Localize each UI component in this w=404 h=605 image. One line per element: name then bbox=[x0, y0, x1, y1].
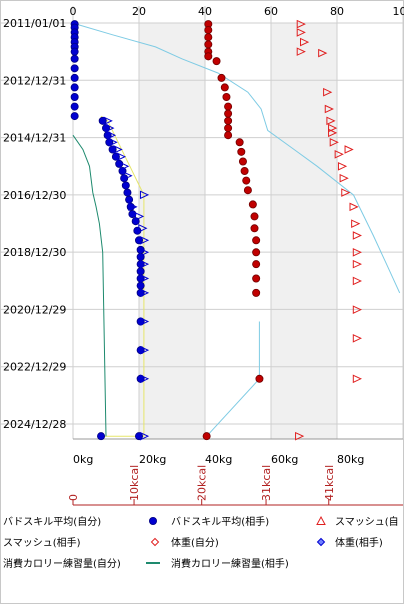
series-2-point bbox=[239, 158, 246, 165]
legend-label: 消費カロリー練習量(自分) bbox=[3, 557, 121, 570]
date-axis-tick-label: 2012/12/31 bbox=[3, 74, 66, 87]
legend-symbol bbox=[149, 517, 156, 524]
series-0-point bbox=[71, 48, 78, 55]
kcal-axis-tick-label: 20kcal bbox=[196, 465, 209, 501]
series-2-point bbox=[243, 177, 250, 184]
series-2-point bbox=[253, 249, 260, 256]
top-axis-tick-label: 100 bbox=[393, 5, 404, 18]
series-0-point bbox=[71, 103, 78, 110]
series-0-point bbox=[116, 160, 123, 167]
series-2-point bbox=[253, 289, 260, 296]
series-2-point bbox=[236, 139, 243, 146]
series-2-point bbox=[223, 93, 230, 100]
series-7-line bbox=[73, 135, 106, 436]
series-2-point bbox=[244, 187, 251, 194]
series-2-point bbox=[256, 375, 263, 382]
series-0-point bbox=[97, 433, 104, 440]
series-2-point bbox=[253, 261, 260, 268]
kcal-axis-tick-label: 0 bbox=[67, 494, 80, 501]
top-axis-tick-label: 0 bbox=[70, 5, 77, 18]
series-2-point bbox=[251, 225, 258, 232]
series-2-point bbox=[225, 103, 232, 110]
legend-label: 消費カロリー練習量(相手) bbox=[171, 557, 289, 570]
series-2-point bbox=[251, 213, 258, 220]
series-2-point bbox=[205, 41, 212, 48]
date-axis-tick-label: 2016/12/30 bbox=[3, 189, 66, 202]
top-axis-tick-label: 20 bbox=[132, 5, 146, 18]
date-axis-tick-label: 2014/12/31 bbox=[3, 132, 66, 145]
series-0-point bbox=[71, 55, 78, 62]
kg-axis-tick-label: 0kg bbox=[73, 453, 93, 466]
series-0-point bbox=[71, 112, 78, 119]
series-3-point bbox=[353, 261, 361, 268]
kg-axis-tick-label: 20kg bbox=[139, 453, 166, 466]
date-axis-tick-label: 2011/01/01 bbox=[3, 17, 66, 30]
date-axis-tick-label: 2020/12/29 bbox=[3, 303, 66, 316]
series-2-point bbox=[213, 58, 220, 65]
series-0-point bbox=[137, 268, 144, 275]
shaded-band bbox=[271, 23, 337, 439]
series-2-point bbox=[203, 433, 210, 440]
series-3-point bbox=[353, 277, 361, 284]
series-0-point bbox=[137, 282, 144, 289]
series-0-point bbox=[129, 210, 136, 217]
series-0-point bbox=[134, 227, 141, 234]
legend-symbol bbox=[317, 517, 325, 525]
kg-axis-tick-label: 60kg bbox=[271, 453, 298, 466]
top-axis-tick-label: 60 bbox=[264, 5, 278, 18]
series-2-point bbox=[241, 167, 248, 174]
legend-label: バドスキル平均(相手) bbox=[171, 515, 269, 528]
date-axis-tick-label: 2022/12/29 bbox=[3, 361, 66, 374]
series-0-point bbox=[126, 196, 133, 203]
series-0-point bbox=[71, 65, 78, 72]
series-0-point bbox=[124, 189, 131, 196]
kcal-axis-tick-label: 31kcal bbox=[260, 465, 273, 501]
series-0-point bbox=[71, 74, 78, 81]
series-3-point bbox=[338, 163, 346, 170]
series-3-point bbox=[353, 335, 361, 342]
series-3-point bbox=[352, 220, 360, 227]
series-3-point bbox=[353, 232, 361, 239]
top-axis-tick-label: 80 bbox=[330, 5, 344, 18]
legend-label: スマッシュ(自 bbox=[335, 515, 399, 528]
series-2-point bbox=[225, 124, 232, 131]
legend-symbol bbox=[152, 539, 159, 546]
kcal-axis-tick-label: 41kcal bbox=[323, 465, 336, 501]
series-3-point bbox=[340, 175, 348, 182]
series-5-line bbox=[207, 322, 260, 437]
series-3-point bbox=[353, 375, 361, 382]
series-3-point bbox=[345, 146, 353, 153]
date-axis-tick-label: 2018/12/30 bbox=[3, 246, 66, 259]
shaded-band bbox=[139, 23, 205, 439]
series-2-point bbox=[205, 53, 212, 60]
series-3-point bbox=[350, 203, 358, 210]
top-axis-tick-label: 40 bbox=[198, 5, 212, 18]
legend-label: バドスキル平均(自分) bbox=[3, 515, 101, 528]
series-2-point bbox=[225, 117, 232, 124]
series-2-point bbox=[225, 132, 232, 139]
kg-axis-tick-label: 80kg bbox=[337, 453, 364, 466]
series-2-point bbox=[221, 84, 228, 91]
series-0-point bbox=[122, 182, 129, 189]
series-0-point bbox=[71, 84, 78, 91]
legend-label: 体重(相手) bbox=[335, 536, 383, 549]
legend-label: スマッシュ(相手) bbox=[3, 536, 81, 549]
series-0-point bbox=[71, 93, 78, 100]
series-2-point bbox=[205, 34, 212, 41]
kg-axis-tick-label: 40kg bbox=[205, 453, 232, 466]
legend-label: 体重(自分) bbox=[171, 536, 219, 549]
kcal-axis-tick-label: 10kcal bbox=[128, 465, 141, 501]
series-2-point bbox=[238, 148, 245, 155]
series-2-point bbox=[253, 275, 260, 282]
series-2-point bbox=[205, 26, 212, 33]
legend-symbol bbox=[318, 539, 325, 546]
series-2-point bbox=[218, 74, 225, 81]
series-2-point bbox=[249, 201, 256, 208]
series-2-point bbox=[225, 110, 232, 117]
date-axis-tick-label: 2024/12/28 bbox=[3, 418, 66, 431]
series-2-point bbox=[253, 237, 260, 244]
